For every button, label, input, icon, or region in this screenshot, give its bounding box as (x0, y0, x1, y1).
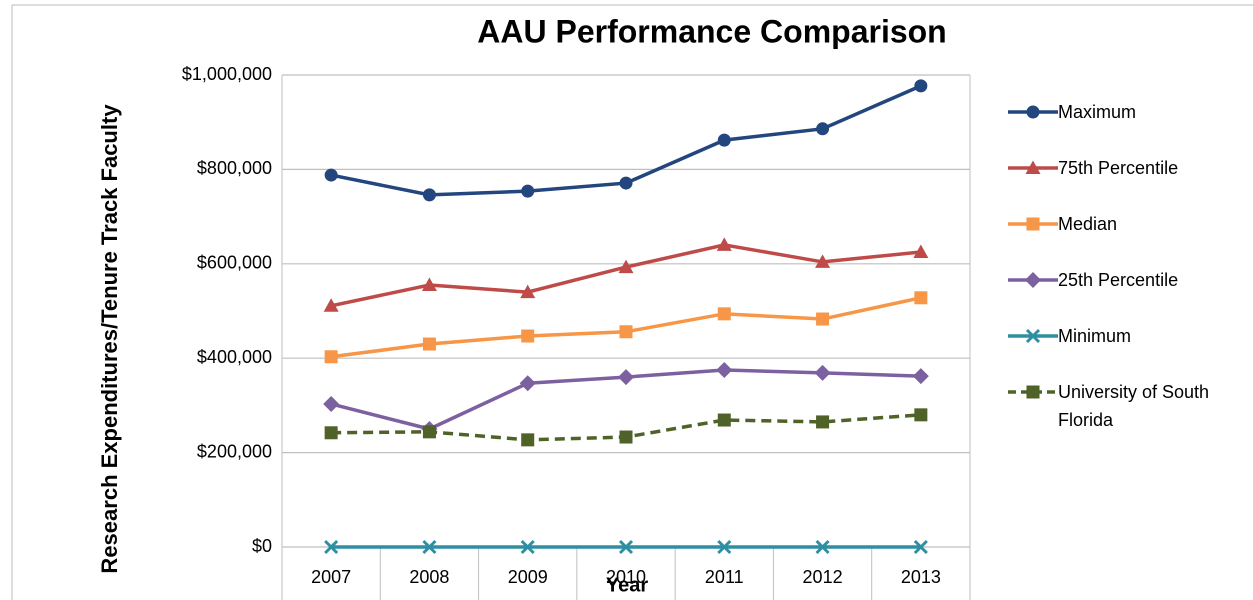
data-point (422, 337, 436, 351)
data-point (717, 413, 731, 427)
data-point (816, 415, 830, 429)
data-point (619, 325, 633, 339)
data-point (716, 362, 733, 378)
data-point (816, 312, 830, 326)
data-point (324, 539, 339, 555)
legend-marker (1026, 105, 1040, 119)
x-tick-label: 2012 (803, 567, 843, 587)
y-tick-label: $200,000 (197, 441, 272, 461)
series-line (330, 243, 922, 308)
x-tick-label: 2010 (606, 567, 646, 587)
data-point (618, 539, 634, 555)
y-tick-label: $600,000 (197, 253, 272, 273)
x-tick-label: 2013 (901, 567, 941, 587)
legend-label: University of South Florida (1058, 382, 1210, 430)
data-point (519, 375, 536, 392)
legend-item: 75th Percentile (1008, 154, 1248, 210)
y-tick-label: $400,000 (197, 347, 272, 367)
x-tick-label: 2009 (508, 567, 548, 587)
data-point (815, 254, 831, 268)
data-point (816, 122, 830, 136)
data-point (521, 433, 535, 447)
legend-marker (1025, 160, 1041, 174)
data-point (521, 329, 535, 343)
data-point (324, 168, 338, 182)
data-point (324, 350, 338, 364)
data-point (912, 368, 929, 385)
legend-icon (1008, 105, 1058, 119)
data-point (323, 298, 339, 312)
chart-title: AAU Performance Comparison (477, 13, 946, 49)
y-tick-label: $800,000 (197, 158, 272, 178)
legend-icon (1008, 272, 1058, 288)
legend-item: Median (1008, 210, 1248, 266)
y-tick-label: $0 (252, 536, 272, 556)
data-point (323, 395, 340, 412)
legend-marker (1025, 272, 1041, 288)
data-point (913, 539, 928, 555)
legend-icon (1008, 385, 1058, 399)
legend: Maximum 75th Percentile Median 25th Percent… (1008, 98, 1248, 434)
legend-icon (1008, 217, 1058, 231)
data-point (422, 425, 436, 439)
legend-label: Maximum (1058, 102, 1137, 122)
data-point (422, 188, 436, 202)
data-point (717, 539, 732, 555)
legend-item: Minimum (1008, 322, 1248, 378)
data-point (421, 277, 437, 292)
chart-frame (11, 4, 1253, 600)
legend-item: University of South Florida (1008, 378, 1248, 434)
legend-label: 75th Percentile (1058, 158, 1179, 178)
legend-label: Minimum (1058, 326, 1132, 346)
legend-marker (1025, 328, 1041, 344)
data-point (914, 408, 928, 422)
data-point (422, 539, 437, 555)
data-point (814, 364, 831, 381)
data-point (717, 307, 731, 321)
data-point (717, 133, 731, 147)
data-point (716, 237, 732, 251)
y-axis-title: Research Expenditures/Tenure Track Facul… (97, 104, 122, 574)
x-tick-label: 2011 (705, 567, 744, 587)
data-point (619, 176, 633, 190)
data-point (520, 539, 535, 555)
legend-item: 25th Percentile (1008, 266, 1248, 322)
data-point (914, 79, 928, 93)
data-point (913, 244, 929, 258)
x-axis-title: Year (606, 574, 648, 596)
legend-label: Median (1058, 214, 1118, 234)
legend-icon (1008, 160, 1058, 174)
data-point (521, 184, 535, 198)
legend-label: 25th Percentile (1058, 270, 1179, 290)
data-point (618, 369, 634, 386)
legend-icon (1008, 328, 1058, 344)
x-tick-label: 2008 (409, 567, 449, 587)
x-tick-label: 2007 (311, 567, 351, 587)
legend-item: Maximum (1008, 98, 1248, 154)
legend-marker (1026, 217, 1040, 231)
y-tick-label: $1,000,000 (182, 64, 272, 84)
data-point (619, 430, 633, 444)
legend-marker (1026, 385, 1040, 399)
data-point (914, 291, 928, 305)
data-point (815, 539, 830, 555)
data-point (618, 259, 634, 274)
data-point (324, 426, 338, 440)
data-point (520, 284, 536, 299)
